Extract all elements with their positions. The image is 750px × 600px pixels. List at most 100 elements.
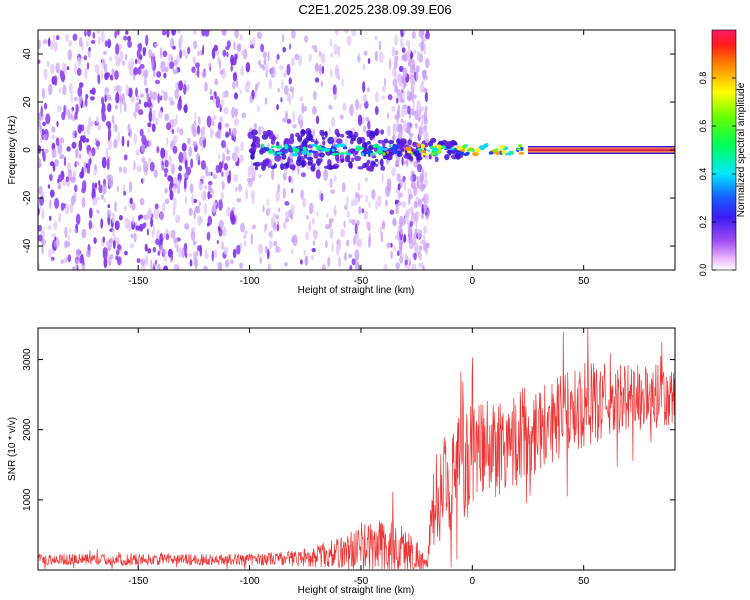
spectrogram-noise-cell bbox=[207, 184, 212, 192]
spectrogram-signal-cell bbox=[300, 161, 304, 165]
spectrogram-noise-cell bbox=[314, 77, 320, 83]
spectrogram-peak-cell bbox=[457, 151, 464, 156]
spectrogram-noise-cell bbox=[151, 230, 155, 238]
spectrogram-noise-cell bbox=[51, 76, 56, 85]
spectrogram-x-tick-label: -50 bbox=[354, 276, 369, 287]
spectrogram-peak-cell bbox=[472, 152, 479, 157]
spectrogram-noise-cell bbox=[311, 248, 316, 253]
spectrogram-noise-cell bbox=[90, 39, 96, 44]
spectrogram-peak-cell bbox=[465, 151, 470, 155]
spectrogram-noise-cell bbox=[268, 240, 273, 250]
spectrogram-noise-cell bbox=[117, 244, 122, 250]
spectrogram-noise-cell bbox=[332, 84, 337, 95]
spectrogram-noise-cell bbox=[416, 181, 420, 187]
spectrogram-peak-cell bbox=[510, 150, 514, 155]
spectrogram-noise-cell bbox=[172, 206, 176, 217]
spectrogram-noise-cell bbox=[51, 148, 57, 159]
spectrogram-noise-cell bbox=[145, 34, 149, 47]
spectrogram-noise-cell bbox=[88, 116, 91, 128]
spectrogram-noise-cell bbox=[329, 178, 333, 189]
spectrogram-noise-cell bbox=[63, 156, 67, 167]
spectrogram-noise-cell bbox=[415, 221, 418, 229]
spectrogram-noise-cell bbox=[229, 259, 234, 265]
spectrogram-noise-cell bbox=[426, 154, 429, 161]
spectrogram-signal-cell bbox=[334, 128, 340, 136]
spectrogram-signal-cell bbox=[323, 165, 330, 169]
spectrogram-noise-cell bbox=[302, 197, 307, 208]
spectrogram-noise-cell bbox=[162, 50, 168, 58]
spectrogram-noise-cell bbox=[63, 63, 67, 75]
spectrogram-noise-cell bbox=[362, 93, 368, 103]
spectrogram-noise-cell bbox=[226, 51, 229, 58]
spectrogram-noise-cell bbox=[403, 120, 407, 132]
spectrogram-noise-cell bbox=[200, 160, 206, 170]
spectrogram-noise-cell bbox=[54, 159, 59, 167]
spectrogram-peak-cell bbox=[498, 145, 505, 150]
spectrogram-signal-cell bbox=[348, 160, 353, 169]
spectrogram-peak-cell bbox=[291, 152, 299, 157]
spectrogram-noise-cell bbox=[279, 65, 284, 70]
spectrogram-noise-cell bbox=[418, 245, 423, 251]
spectrogram-noise-cell bbox=[197, 215, 202, 227]
spectrogram-noise-cell bbox=[175, 114, 178, 125]
spectrogram-noise-cell bbox=[128, 87, 133, 98]
snr-x-tick-label: -50 bbox=[354, 576, 369, 587]
spectrogram-noise-cell bbox=[67, 254, 72, 263]
spectrogram-noise-cell bbox=[84, 96, 88, 108]
spectrogram-noise-cell bbox=[360, 194, 364, 199]
spectrogram-peak-cell bbox=[260, 143, 265, 148]
spectrogram-noise-cell bbox=[60, 259, 64, 264]
spectrogram-noise-cell bbox=[215, 164, 220, 174]
spectrogram-noise-cell bbox=[115, 58, 121, 68]
spectrogram-noise-cell bbox=[163, 167, 169, 174]
spectrogram-signal-cell bbox=[375, 163, 379, 167]
spectrogram-noise-cell bbox=[96, 30, 101, 35]
spectrogram-noise-cell bbox=[304, 35, 309, 43]
spectrogram-noise-cell bbox=[221, 226, 227, 237]
spectrogram-signal-cell bbox=[366, 159, 371, 164]
spectrogram-noise-cell bbox=[142, 50, 146, 57]
spectrogram-noise-cell bbox=[96, 115, 99, 124]
spectrogram-noise-cell bbox=[354, 249, 360, 262]
spectrogram-noise-cell bbox=[351, 30, 356, 37]
spectrogram-peak-cell bbox=[345, 150, 349, 155]
spectrogram-noise-cell bbox=[223, 163, 228, 171]
spectrogram-noise-cell bbox=[118, 43, 123, 50]
colorbar-ticks: 0.0 0.2 0.4 0.6 0.8 bbox=[698, 72, 736, 276]
spectrogram-noise-cell bbox=[76, 264, 79, 270]
spectrogram-noise-cell bbox=[56, 120, 59, 127]
spectrogram-noise-cell bbox=[101, 156, 107, 169]
spectrogram-noise-cell bbox=[67, 234, 70, 243]
spectrogram-noise-cell bbox=[353, 235, 357, 246]
spectrogram-signal-cell bbox=[291, 165, 296, 171]
spectrogram-peak-cell bbox=[275, 145, 282, 149]
spectrogram-noise-cell bbox=[402, 67, 408, 79]
spectrogram-noise-cell bbox=[42, 134, 48, 140]
spectrogram-noise-cell bbox=[391, 46, 396, 57]
spectrogram-noise-cell bbox=[378, 40, 382, 51]
spectrogram-noise-cell bbox=[312, 128, 315, 139]
spectrogram-signal-cell bbox=[287, 156, 291, 164]
spectrogram-noise-cell bbox=[350, 199, 355, 207]
spectrogram-noise-cell bbox=[256, 31, 262, 39]
spectrogram-noise-cell bbox=[277, 183, 281, 193]
spectrogram-noise-cell bbox=[150, 259, 153, 270]
colorbar: 0.0 0.2 0.4 0.6 0.8 Normalized spectral ampl… bbox=[698, 29, 747, 276]
spectrogram-noise-cell bbox=[42, 39, 48, 45]
spectrogram-noise-cell bbox=[157, 93, 160, 104]
spectrogram-noise-cell bbox=[340, 228, 346, 238]
spectrogram-noise-cell bbox=[88, 158, 91, 171]
spectrogram-noise-cell bbox=[112, 240, 116, 249]
spectrogram-noise-cell bbox=[92, 197, 98, 207]
spectrogram-peak-cell bbox=[460, 149, 466, 152]
spectrogram-signal-cell bbox=[377, 139, 385, 144]
spectrogram-noise-cell bbox=[123, 205, 127, 212]
spectrogram-signal-cell bbox=[380, 165, 386, 171]
spectrogram-noise-cell bbox=[387, 112, 390, 120]
spectrogram-noise-cell bbox=[181, 142, 187, 152]
spectrogram-noise-cell bbox=[72, 33, 78, 41]
spectrogram-noise-cell bbox=[276, 104, 279, 111]
spectrogram-noise-cell bbox=[111, 68, 114, 76]
spectrogram-noise-cell bbox=[43, 68, 48, 80]
spectrogram-signal-cell bbox=[251, 151, 255, 156]
